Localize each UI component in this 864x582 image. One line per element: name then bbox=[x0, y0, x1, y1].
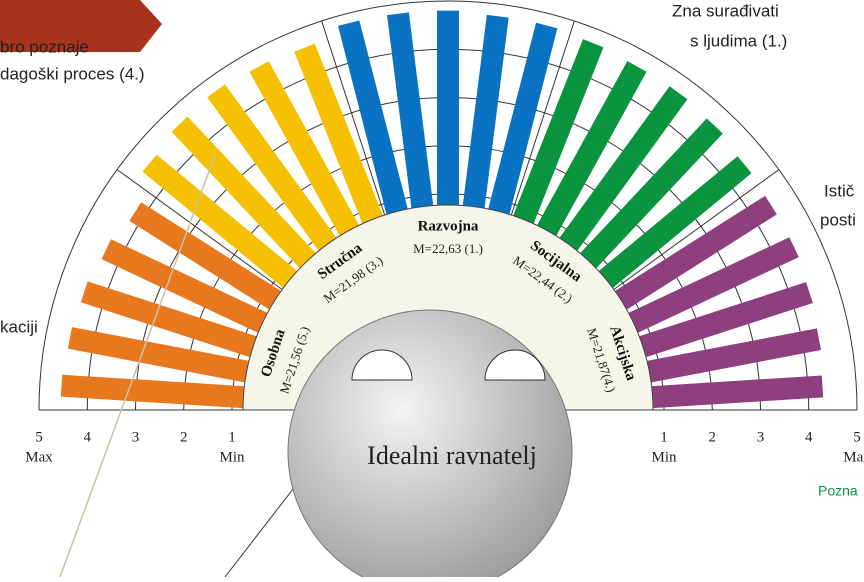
side-text: posti bbox=[820, 210, 856, 229]
group-name: Razvojna bbox=[418, 218, 479, 234]
r-tick-label: 3 bbox=[757, 429, 765, 445]
bar bbox=[437, 11, 459, 220]
r-tick-label: 1 bbox=[660, 429, 668, 445]
r-tick-label: 2 bbox=[709, 429, 717, 445]
page: {"chart_data":{"type":"radial-bar", "cen… bbox=[0, 0, 864, 577]
bar bbox=[61, 375, 259, 409]
side-text: Pozna bbox=[818, 483, 858, 499]
side-text: Istič bbox=[824, 181, 855, 200]
side-text: Zna surađivati bbox=[672, 1, 779, 20]
r-tick-label: 2 bbox=[180, 429, 188, 445]
r-tick-label: 1 bbox=[228, 429, 236, 445]
min-label: Min bbox=[219, 449, 245, 465]
r-tick-label: 3 bbox=[132, 429, 140, 445]
r-tick-label: 4 bbox=[805, 429, 813, 445]
r-tick-label: 5 bbox=[35, 429, 43, 445]
deco-line bbox=[225, 480, 300, 577]
side-text: dagoški proces (4.) bbox=[0, 64, 145, 83]
max-label: Max bbox=[843, 449, 864, 465]
center-label: Idealni ravnatelj bbox=[367, 441, 537, 470]
r-tick-label: 5 bbox=[853, 429, 861, 445]
side-text: s ljudima (1.) bbox=[690, 31, 787, 50]
r-tick-label: 4 bbox=[84, 429, 92, 445]
side-text: kaciji bbox=[0, 317, 38, 336]
max-label: Max bbox=[25, 449, 53, 465]
group-mean: M=22,63 (1.) bbox=[413, 241, 483, 256]
bar bbox=[637, 375, 823, 409]
side-text: bro poznaje bbox=[0, 37, 89, 56]
chart: 1122334455MinMaxMinMax OsobnaM=21,56 (5.… bbox=[0, 0, 864, 577]
min-label: Min bbox=[651, 449, 677, 465]
